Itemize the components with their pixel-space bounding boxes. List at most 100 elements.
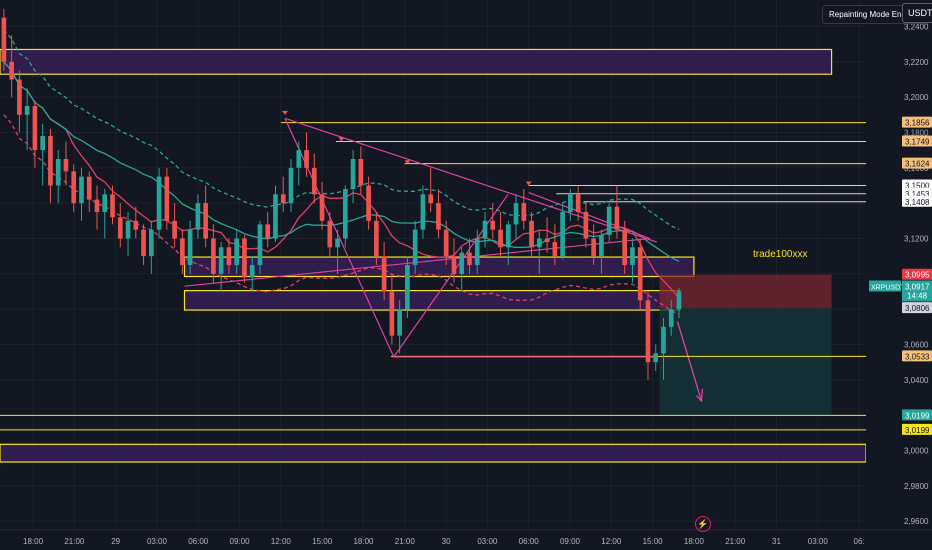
candle — [40, 136, 46, 151]
candle — [552, 242, 558, 257]
price-tick-label: 3,1200 — [904, 235, 929, 244]
candle — [117, 217, 123, 239]
candle — [653, 353, 659, 363]
countdown-text: 14:48 — [907, 291, 928, 300]
supply-demand-zone — [0, 443, 867, 463]
candle — [187, 229, 193, 265]
candle — [467, 252, 472, 265]
price-level-tag — [902, 135, 932, 147]
candle — [24, 106, 30, 115]
candle — [156, 176, 162, 230]
candle — [374, 220, 379, 257]
candle — [568, 194, 573, 212]
time-tick-label: 21:00 — [725, 537, 746, 546]
candle — [420, 194, 426, 230]
candle — [195, 203, 201, 230]
time-tick-label: 18:00 — [684, 537, 705, 546]
candles — [1, 8, 682, 380]
price-tick-label: 3,1800 — [904, 129, 929, 138]
candle — [9, 61, 14, 80]
time-tick-label: 31 — [772, 537, 781, 546]
price-axis[interactable]: 3,24003,22003,20003,18003,16003,14003,12… — [866, 0, 932, 550]
arrow-head — [696, 388, 704, 403]
candle — [381, 256, 387, 292]
candle — [311, 167, 317, 195]
candle — [451, 256, 457, 274]
candle — [614, 206, 620, 230]
supply-demand-zone — [183, 290, 681, 311]
ma-fast-line — [3, 61, 680, 299]
direction-arrow — [676, 321, 703, 402]
time-axis[interactable]: 18:00 21:00 29 03:00 06:00 09:00 12:00 15:00 18:… — [0, 529, 932, 550]
ma-slow-line — [3, 61, 680, 262]
candle — [412, 229, 418, 265]
price-level-tag — [902, 409, 932, 421]
candle — [55, 159, 61, 186]
price-level-tag — [902, 179, 932, 191]
time-tick-label: 18:00 — [353, 537, 374, 546]
candle — [482, 220, 488, 239]
current-price-text: 3,0917 — [905, 282, 930, 291]
price-tick-label: 3,2400 — [904, 23, 929, 32]
time-tick-label: 12:00 — [601, 537, 622, 546]
time-tick-label: 30 — [442, 537, 451, 546]
candle — [234, 238, 240, 265]
pivot-marker — [404, 160, 411, 165]
candle — [668, 309, 674, 327]
currency-button[interactable]: USDT — [902, 3, 932, 23]
price-level-tag — [902, 195, 932, 207]
price-tick-label: 2,9800 — [904, 482, 929, 491]
candle — [203, 203, 208, 239]
trendline — [284, 117, 657, 243]
trendline — [393, 193, 509, 358]
candle — [141, 229, 146, 257]
candle — [218, 247, 224, 274]
candle — [544, 238, 550, 243]
price-tick-label: 3,1800 — [904, 129, 929, 138]
price-level-tag-text: 3,1453 — [905, 190, 930, 199]
candle — [474, 238, 480, 265]
candle — [48, 136, 53, 186]
price-tick-label: 2,9600 — [904, 517, 929, 526]
time-tick-label: 03:00 — [808, 537, 829, 546]
candle — [529, 220, 534, 248]
price-tick-label: 3,2200 — [904, 58, 929, 67]
stop-tag-text: 3,0995 — [905, 271, 930, 280]
lightning-icon[interactable]: ⚡ — [695, 516, 711, 532]
candle — [513, 203, 519, 225]
candle — [280, 194, 286, 204]
author-watermark: trade100xxx — [753, 249, 808, 260]
price-level-tag-text: 3,1408 — [905, 198, 930, 207]
candle — [591, 238, 596, 257]
entry-tag — [902, 302, 932, 314]
candle — [637, 247, 643, 301]
time-tick-label: 06:00 — [519, 537, 540, 546]
trendline — [528, 192, 651, 240]
price-level-tag-text: 3,0199 — [905, 411, 930, 420]
candle — [125, 220, 131, 239]
symbol-tag — [869, 280, 901, 292]
time-tick-label: 06:00 — [188, 537, 209, 546]
candle — [327, 220, 333, 248]
short-position[interactable] — [659, 274, 832, 416]
candle — [622, 229, 628, 265]
time-axis-panel — [0, 530, 932, 550]
candle — [350, 159, 356, 190]
candle — [273, 194, 278, 239]
time-tick-label: 18:00 — [23, 537, 44, 546]
candle — [599, 234, 604, 257]
candle — [102, 194, 108, 212]
candle — [296, 150, 302, 168]
price-level-tag-text: 3,1856 — [905, 119, 930, 128]
price-level-tag — [902, 350, 932, 362]
moving-averages — [3, 29, 680, 315]
price-level-tag — [902, 157, 932, 169]
price-level-tag — [902, 423, 932, 435]
candle — [304, 150, 309, 168]
candle — [63, 159, 69, 172]
candle — [521, 203, 527, 221]
price-tick-label: 3,0400 — [904, 376, 929, 385]
time-tick-label: 15:00 — [643, 537, 664, 546]
stop-loss-area — [659, 274, 832, 309]
